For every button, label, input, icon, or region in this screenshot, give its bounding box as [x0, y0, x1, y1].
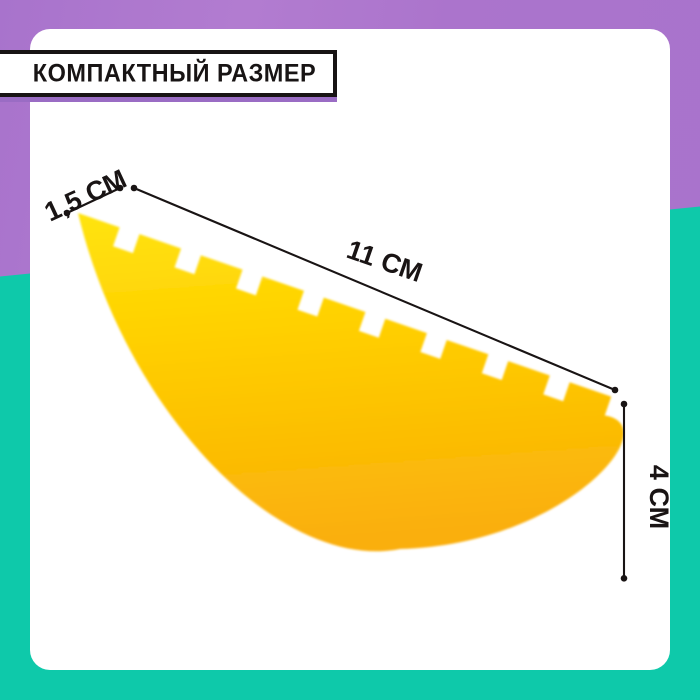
svg-text:4 СМ: 4 СМ	[644, 465, 674, 529]
